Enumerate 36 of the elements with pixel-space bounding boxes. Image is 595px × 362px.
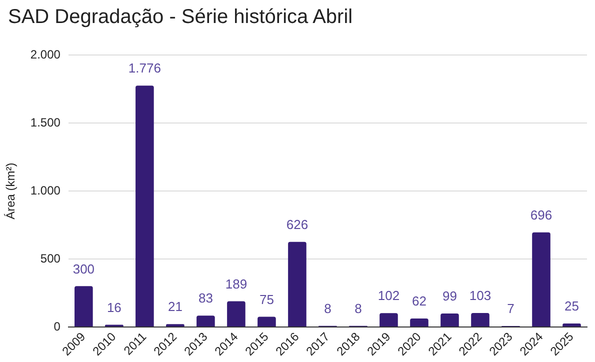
data-label: 696	[530, 207, 552, 222]
bar	[471, 312, 490, 326]
y-axis-title: Área (km²)	[4, 162, 18, 220]
data-label: 75	[259, 292, 274, 307]
data-label: 8	[354, 300, 362, 316]
bar	[258, 316, 276, 326]
y-tick-label: 0	[54, 319, 61, 334]
data-label: 99	[442, 288, 457, 304]
bar	[227, 301, 246, 326]
y-tick-label: 1.000	[30, 183, 61, 198]
data-label: 102	[378, 288, 400, 304]
bar	[288, 242, 306, 326]
bar	[380, 313, 398, 326]
data-label: 103	[469, 288, 492, 304]
data-label: 7	[507, 301, 514, 316]
bar	[562, 324, 581, 326]
y-tick-label: 500	[40, 251, 61, 266]
data-label: 8	[324, 300, 332, 316]
data-label: 189	[225, 276, 248, 292]
data-label: 21	[168, 299, 182, 314]
y-tick-label: 2.000	[30, 48, 61, 62]
data-label: 300	[72, 261, 95, 276]
bar	[440, 313, 459, 326]
y-tick-label: 1.500	[30, 115, 61, 130]
data-label: 626	[286, 216, 308, 232]
data-label: 25	[564, 298, 579, 314]
bar	[136, 86, 154, 326]
bar	[410, 318, 428, 326]
data-label: 83	[198, 290, 213, 306]
bar	[196, 316, 215, 326]
data-label: 62	[412, 294, 426, 309]
data-label: 1.776	[128, 60, 161, 76]
data-label: 16	[106, 300, 122, 315]
bar	[532, 232, 550, 326]
bar	[74, 286, 93, 326]
chart-title: SAD Degradação - Série histórica Abril	[8, 6, 353, 29]
